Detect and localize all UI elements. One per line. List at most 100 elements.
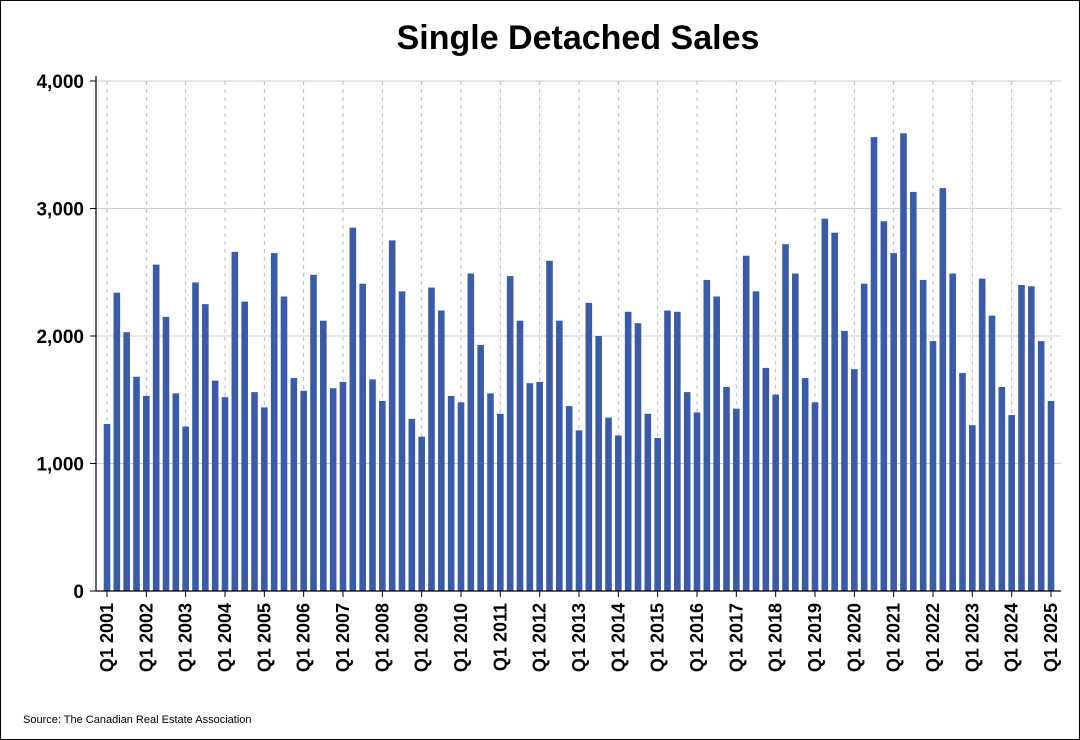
x-tick-label: Q1 2002 (136, 603, 156, 672)
bar (467, 273, 475, 591)
source-note: Source: The Canadian Real Estate Associa… (23, 714, 252, 726)
bar (270, 253, 278, 591)
y-axis-ticks: 0 1,000 2,000 3,000 4,000 (36, 72, 96, 603)
bar (644, 413, 652, 591)
bar (929, 341, 937, 591)
x-tick-label: Q1 2019 (805, 603, 825, 672)
bar (388, 240, 396, 591)
bar (536, 381, 543, 591)
bar (910, 191, 917, 592)
bar (900, 133, 907, 591)
bar (428, 287, 435, 591)
bar (202, 304, 209, 591)
bar (123, 332, 130, 591)
bar (998, 387, 1006, 591)
bar (615, 435, 622, 591)
bar (487, 393, 494, 591)
bar (988, 315, 996, 591)
y-tick-label: 4,000 (36, 72, 84, 93)
bar (241, 301, 248, 591)
y-tick-label: 1,000 (36, 455, 84, 476)
x-tick-label: Q1 2021 (884, 603, 904, 672)
x-tick-label: Q1 2013 (569, 603, 589, 672)
y-tick-label: 2,000 (36, 327, 84, 348)
y-tick-label: 0 (73, 582, 84, 603)
bar (634, 323, 642, 591)
y-tick-label: 3,000 (36, 200, 84, 221)
bar (890, 253, 897, 591)
bar (280, 296, 288, 591)
bar (261, 407, 268, 591)
bar (585, 302, 593, 591)
x-tick-label: Q1 2024 (1002, 603, 1022, 672)
x-tick-label: Q1 2017 (726, 603, 746, 672)
bar (359, 283, 366, 591)
bar (103, 423, 111, 591)
bars (103, 133, 1055, 592)
bar (447, 395, 455, 591)
bar (801, 378, 809, 591)
x-tick-label: Q1 2012 (530, 603, 550, 672)
bar (762, 367, 770, 591)
bar (870, 137, 878, 591)
bar (1028, 286, 1035, 591)
bar (516, 320, 524, 591)
x-tick-label: Q1 2018 (766, 603, 786, 672)
bar (565, 406, 573, 591)
bar (320, 320, 327, 591)
bar (949, 273, 956, 591)
bar (192, 282, 199, 591)
bar (821, 218, 829, 591)
bar (211, 380, 219, 591)
bar (438, 310, 445, 591)
x-tick-label: Q1 2014 (608, 603, 628, 672)
bar (477, 344, 484, 591)
bar (713, 296, 720, 591)
bar (113, 292, 121, 591)
x-tick-label: Q1 2006 (294, 603, 314, 672)
bar (831, 232, 838, 591)
bar (674, 311, 681, 591)
bar (251, 392, 258, 591)
bar (1018, 285, 1025, 591)
bar (939, 188, 947, 591)
x-tick-label: Q1 2005 (254, 603, 274, 672)
bar (654, 438, 661, 591)
bar (133, 376, 140, 591)
x-tick-label: Q1 2020 (844, 603, 864, 672)
bar (664, 310, 671, 591)
bar (703, 279, 711, 591)
x-tick-label: Q1 2010 (451, 603, 471, 672)
bar (349, 227, 357, 591)
bar (595, 336, 602, 591)
x-tick-label: Q1 2022 (923, 603, 943, 672)
bar (379, 401, 386, 591)
bar (300, 390, 307, 591)
bar (811, 402, 819, 591)
bar (978, 278, 986, 591)
x-tick-label: Q1 2004 (215, 603, 235, 672)
x-tick-label: Q1 2001 (97, 603, 117, 672)
bar (172, 393, 180, 591)
bar (969, 425, 976, 591)
bar (792, 273, 799, 591)
bar (162, 316, 170, 591)
x-tick-label: Q1 2008 (372, 603, 392, 672)
x-tick-label: Q1 2009 (412, 603, 432, 672)
bar (310, 274, 317, 591)
bar (723, 387, 730, 591)
bar (556, 320, 563, 591)
bar (782, 244, 789, 591)
bar (693, 412, 701, 591)
bar (290, 378, 298, 591)
x-tick-label: Q1 2007 (333, 603, 353, 672)
bar (624, 311, 632, 591)
bar (408, 418, 416, 591)
bar (418, 436, 425, 591)
bar (959, 372, 966, 591)
bar (841, 330, 848, 591)
bar (1047, 401, 1055, 591)
bar (457, 402, 465, 591)
bar (143, 395, 150, 591)
